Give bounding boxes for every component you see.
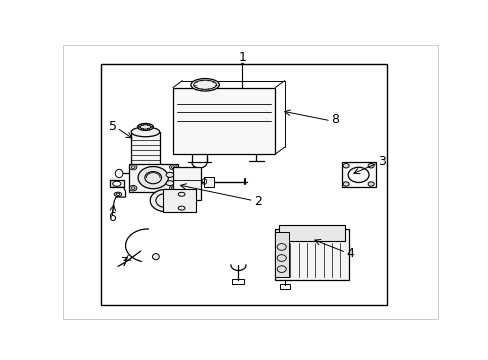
Text: 3: 3 (377, 156, 385, 168)
Circle shape (367, 182, 373, 186)
Circle shape (169, 185, 177, 191)
Bar (232, 279, 244, 284)
Bar (101, 64, 386, 305)
Text: 8: 8 (330, 113, 338, 126)
Circle shape (129, 164, 137, 170)
Circle shape (147, 128, 149, 130)
Bar (341, 162, 375, 187)
Circle shape (150, 126, 152, 128)
Circle shape (367, 163, 373, 168)
Circle shape (343, 182, 348, 186)
Ellipse shape (190, 78, 219, 91)
Circle shape (141, 128, 143, 130)
Circle shape (141, 124, 143, 126)
Ellipse shape (131, 127, 159, 137)
Circle shape (169, 164, 177, 170)
Text: 4: 4 (345, 247, 353, 260)
Text: 6: 6 (108, 211, 116, 224)
Bar (173, 167, 201, 200)
Circle shape (343, 163, 348, 168)
Circle shape (129, 185, 137, 191)
Circle shape (138, 167, 168, 189)
Ellipse shape (131, 166, 159, 173)
Bar (163, 189, 195, 212)
Ellipse shape (137, 123, 153, 130)
Bar (173, 87, 275, 154)
Bar (275, 232, 288, 278)
Bar (128, 164, 178, 192)
Text: 2: 2 (254, 195, 262, 208)
Text: 1: 1 (238, 51, 246, 64)
Circle shape (147, 124, 149, 126)
Bar (275, 229, 348, 280)
Ellipse shape (166, 172, 173, 177)
Bar (279, 225, 345, 242)
Ellipse shape (166, 190, 173, 195)
Bar (279, 284, 289, 289)
Bar (131, 132, 159, 169)
Ellipse shape (152, 253, 159, 260)
Ellipse shape (166, 181, 173, 186)
Circle shape (138, 126, 140, 128)
Text: 7: 7 (121, 256, 128, 269)
Text: 5: 5 (109, 120, 117, 133)
Bar (204, 176, 213, 186)
Circle shape (150, 189, 180, 212)
